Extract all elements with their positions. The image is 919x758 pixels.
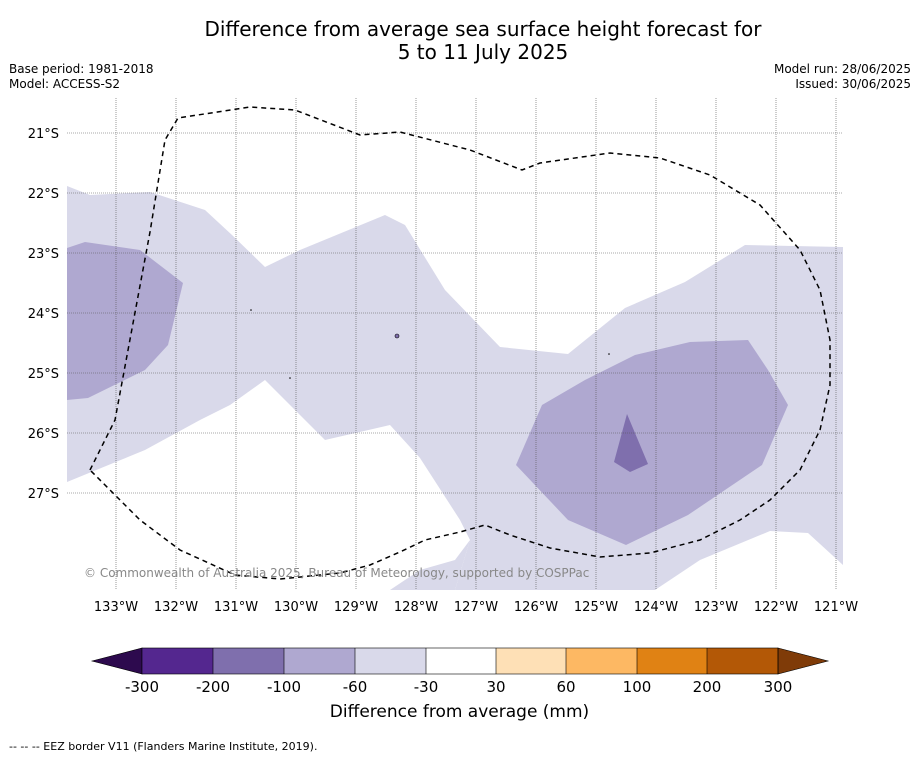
base-period: Base period: 1981-2018 (9, 62, 154, 76)
latitude-labels: 21°S 22°S 23°S 24°S 25°S 26°S 27°S (28, 127, 59, 502)
anomaly-fills (67, 186, 843, 590)
lon-label: 122°W (754, 600, 798, 615)
colorbar-title: Difference from average (mm) (329, 702, 590, 722)
lon-label: 121°W (814, 600, 858, 615)
lat-label: 27°S (28, 487, 59, 502)
colorbar-tick: -200 (196, 678, 230, 696)
small-contour-4 (608, 353, 610, 355)
light-anomaly-southeast (390, 540, 470, 590)
colorbar-tick: -300 (125, 678, 159, 696)
eez-footnote: -- -- -- EEZ border V11 (Flanders Marine… (9, 740, 318, 753)
dark-anomaly-spot (614, 414, 648, 472)
model-run: Model run: 28/06/2025 (773, 62, 911, 76)
longitude-labels: 133°W 132°W 131°W 130°W 129°W 128°W 127°… (94, 600, 858, 615)
colorbar-swatch (496, 648, 566, 674)
lat-label: 22°S (28, 187, 59, 202)
copyright-text: © Commonwealth of Australia 2025, Bureau… (84, 566, 589, 580)
lon-label: 131°W (214, 600, 258, 615)
lon-label: 127°W (454, 600, 498, 615)
lon-label: 128°W (394, 600, 438, 615)
colorbar-swatch (637, 648, 707, 674)
colorbar-swatch (566, 648, 637, 674)
small-contour-3 (289, 377, 291, 379)
gridlines (67, 98, 843, 590)
title-line-2: 5 to 11 July 2025 (397, 40, 569, 64)
colorbar-swatch (355, 648, 426, 674)
small-contour-2 (250, 309, 252, 311)
lat-label: 25°S (28, 367, 59, 382)
colorbar-frame (141, 647, 779, 675)
meta-left: Base period: 1981-2018 Model: ACCESS-S2 (9, 62, 154, 92)
lon-label: 129°W (334, 600, 378, 615)
model-name: Model: ACCESS-S2 (9, 77, 121, 91)
colorbar-tick: -100 (267, 678, 301, 696)
lon-label: 132°W (154, 600, 198, 615)
lon-label: 125°W (574, 600, 618, 615)
colorbar-swatch (213, 648, 284, 674)
colorbar-swatch-min (90, 647, 143, 675)
colorbar-swatch (426, 648, 496, 674)
lat-label: 26°S (28, 427, 59, 442)
colorbar-tick: 30 (486, 678, 505, 696)
issued-date: Issued: 30/06/2025 (795, 77, 911, 91)
colorbar-swatch (707, 648, 778, 674)
colorbar-swatch (142, 648, 213, 674)
map-title: Difference from average sea surface heig… (0, 18, 919, 64)
colorbar-tick: 60 (556, 678, 575, 696)
colorbar: -300 -200 -100 -60 -30 30 60 100 200 300 (90, 647, 830, 696)
lon-label: 123°W (694, 600, 738, 615)
colorbar-swatch (284, 648, 355, 674)
meta-right: Model run: 28/06/2025 Issued: 30/06/2025 (774, 62, 911, 92)
colorbar-tick: 200 (693, 678, 722, 696)
colorbar-tick: 100 (623, 678, 652, 696)
lat-label: 21°S (28, 127, 59, 142)
lon-label: 130°W (274, 600, 318, 615)
lon-label: 133°W (94, 600, 138, 615)
colorbar-tick: 300 (764, 678, 793, 696)
small-contour-1 (394, 333, 400, 339)
medium-anomaly-west (67, 242, 183, 400)
medium-anomaly-east (516, 340, 788, 545)
colorbar-swatch-max (777, 647, 830, 675)
colorbar-tick: -60 (343, 678, 368, 696)
colorbar-tick: -30 (414, 678, 439, 696)
lon-label: 126°W (514, 600, 558, 615)
lon-label: 124°W (634, 600, 678, 615)
title-line-1: Difference from average sea surface heig… (204, 17, 762, 41)
lat-label: 23°S (28, 247, 59, 262)
lat-label: 24°S (28, 307, 59, 322)
